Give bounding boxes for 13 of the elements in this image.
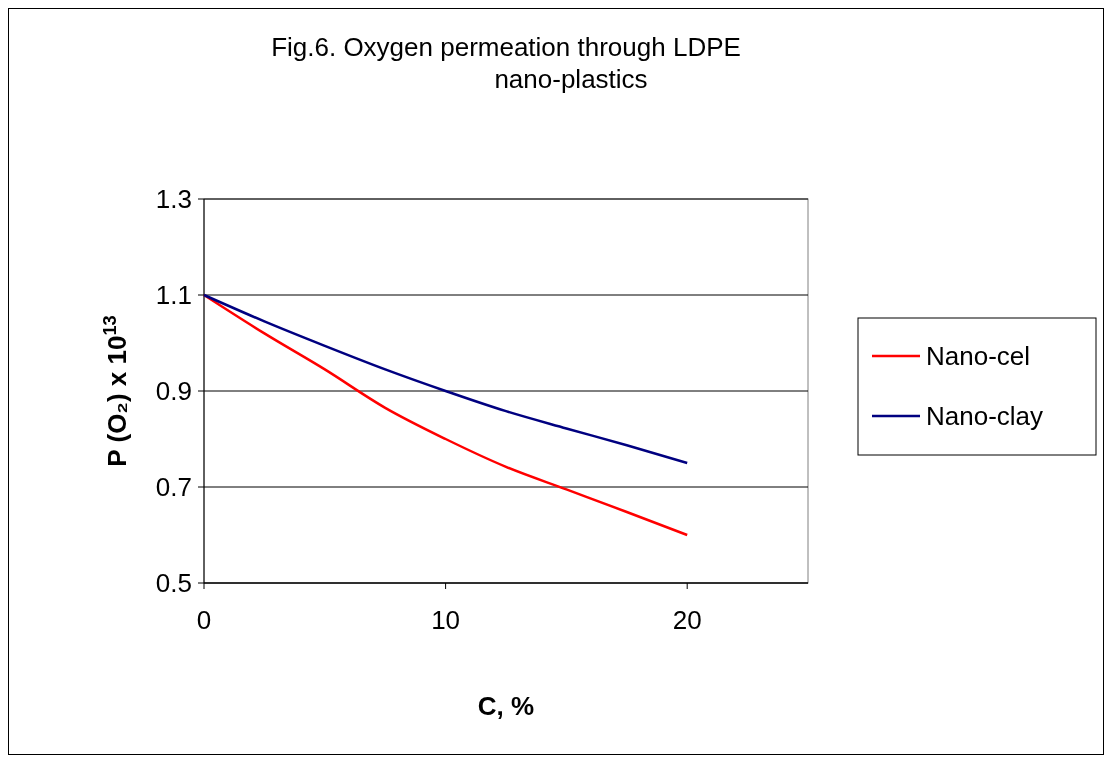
x-tick-label: 10 xyxy=(431,605,461,635)
line-series xyxy=(202,293,689,465)
y-tick-label: 1.1 xyxy=(155,280,192,311)
y-tick-label: 1.3 xyxy=(155,184,192,215)
legend-label: Nano-clay xyxy=(926,401,1044,432)
x-tick-label: 0 xyxy=(196,605,212,635)
x-tick-label: 20 xyxy=(672,605,702,635)
x-axis-title: C, % xyxy=(477,691,535,721)
legend-label: Nano-cel xyxy=(926,341,1031,372)
y-tick-label: 0.5 xyxy=(155,568,192,599)
y-tick-label: 0.7 xyxy=(155,472,192,503)
y-tick-label: 0.9 xyxy=(155,376,192,407)
chart-title: Fig.6. Oxygen permeation through LDPE nano-plastics xyxy=(271,32,741,94)
